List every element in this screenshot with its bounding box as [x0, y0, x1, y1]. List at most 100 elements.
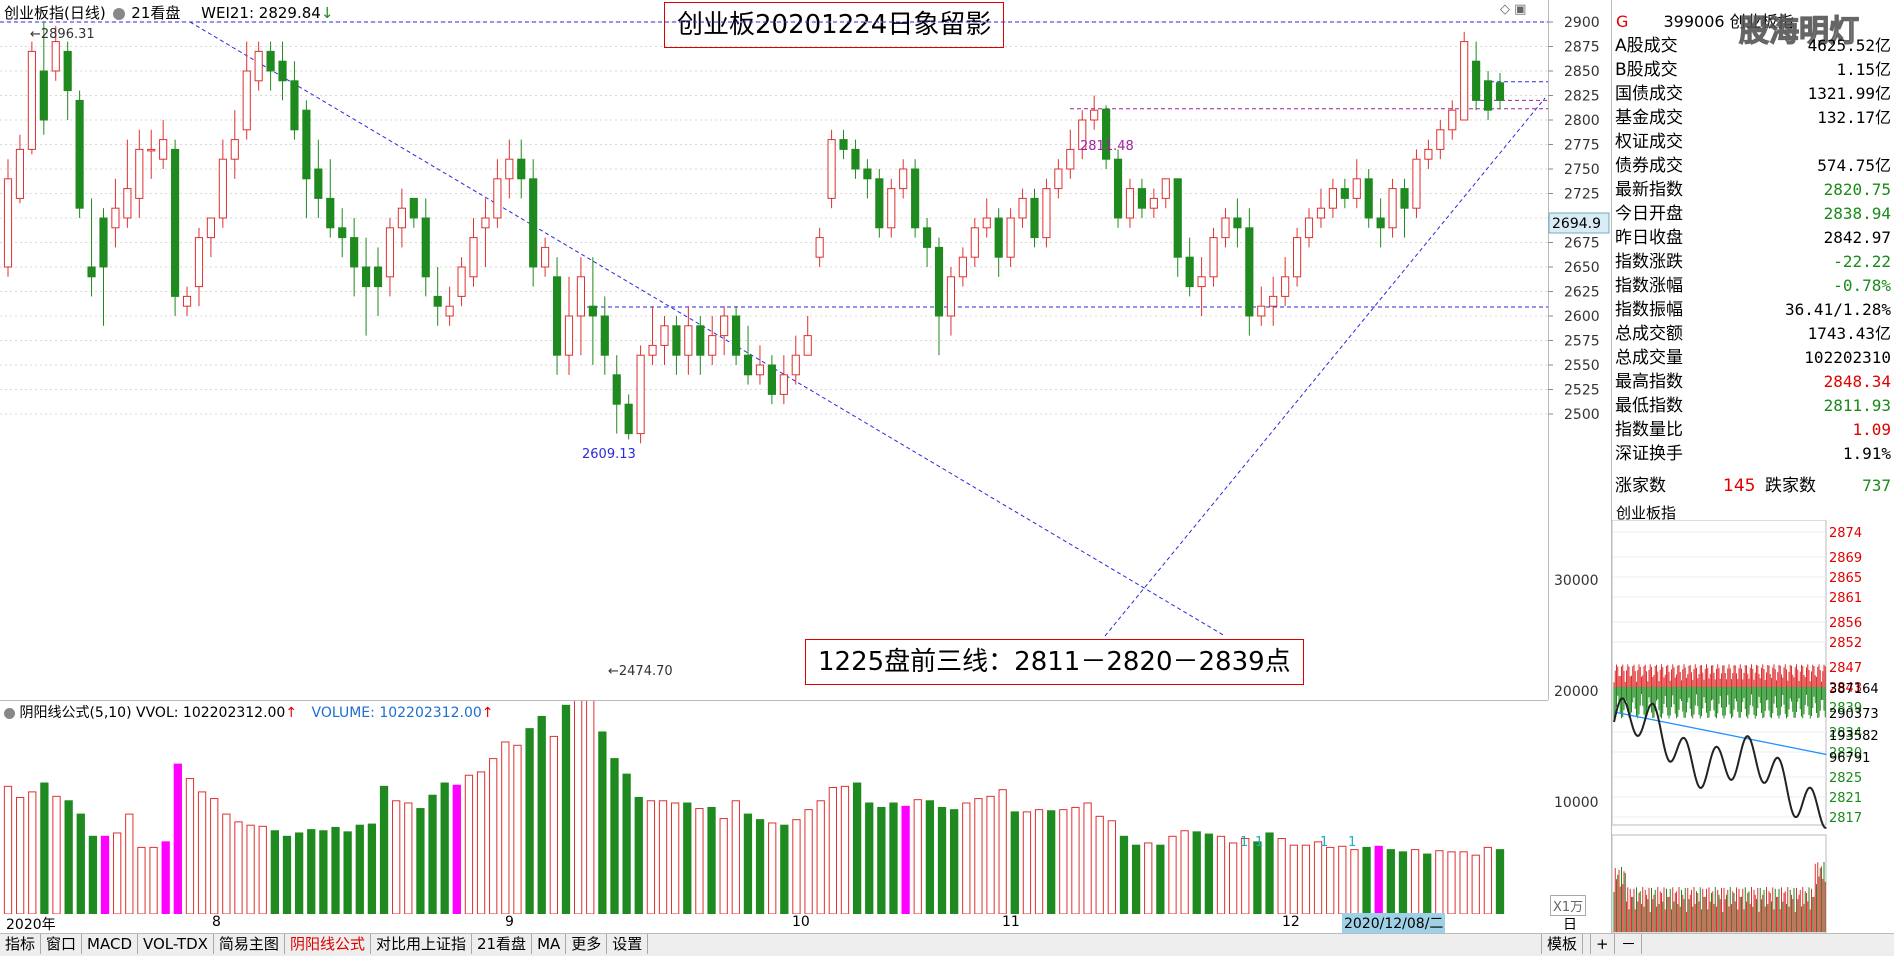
volume-bar — [258, 825, 267, 914]
candle-body — [63, 50, 72, 92]
candle-body — [1293, 237, 1302, 278]
quote-row: 最低指数 2811.93 — [1615, 394, 1891, 418]
template-button[interactable]: 模板 — [1541, 934, 1584, 954]
quote-value: -0.78% — [1833, 276, 1891, 295]
up-count-value: 145 — [1723, 476, 1756, 496]
add-button[interactable]: + — [1590, 934, 1615, 954]
candle-body — [111, 207, 120, 229]
tab-macd[interactable]: MACD — [82, 934, 138, 954]
candle-body — [1472, 60, 1481, 101]
mini-price-tick: 2865 — [1829, 571, 1862, 586]
remove-button[interactable]: － — [1616, 934, 1643, 954]
cycle-mark: 1 — [1240, 835, 1248, 850]
tab-vol-tdx[interactable]: VOL-TDX — [138, 934, 214, 954]
volume-bar — [210, 798, 219, 914]
volume-bar — [52, 795, 61, 914]
quote-label: 权证成交 — [1615, 132, 1683, 152]
volume-bar — [1277, 838, 1286, 914]
mini-price-tick: 2861 — [1829, 591, 1862, 606]
quote-label: 指数涨跌 — [1615, 252, 1683, 272]
window-controls: ◇ ▣ — [1500, 2, 1526, 17]
tab-window[interactable]: 窗口 — [41, 934, 83, 954]
mini-price-tick: 2834 — [1829, 726, 1862, 741]
volume-bar — [1168, 835, 1177, 914]
price-tick: 2725 — [1564, 187, 1600, 203]
date-label: 12 — [1282, 914, 1300, 930]
volume-bar — [331, 826, 340, 914]
candle-body — [624, 403, 633, 435]
volume-bar — [1350, 849, 1359, 914]
candle-body — [564, 315, 574, 356]
volume-bar — [1156, 844, 1165, 914]
quote-value: 4625.52亿 — [1807, 36, 1891, 55]
up-count-label: 涨家数 — [1615, 476, 1666, 496]
candle-body — [779, 374, 788, 395]
quote-label: 总成交额 — [1615, 324, 1683, 344]
volume-bar — [537, 715, 546, 914]
diamond-icon[interactable]: ◇ — [1500, 2, 1510, 17]
candle-body — [171, 148, 180, 297]
volume-bar — [1192, 831, 1201, 914]
candle-body — [922, 227, 932, 248]
volume-bar — [355, 824, 364, 914]
volume-panel[interactable]: 阴阳线公式(5,10) VVOL: 102202312.00↑ VOLUME: … — [0, 700, 1548, 914]
volume-bar — [731, 800, 740, 914]
window-icon[interactable]: ▣ — [1514, 2, 1527, 17]
candle-body — [588, 305, 597, 317]
tab-21-view[interactable]: 21看盘 — [472, 934, 533, 954]
quote-value: 2820.75 — [1823, 180, 1891, 199]
down-arrow-icon: ↓ — [320, 4, 334, 22]
tab-settings[interactable]: 设置 — [607, 934, 649, 954]
candle-body — [135, 148, 144, 199]
candle-body — [720, 315, 729, 337]
candle-body — [481, 217, 490, 229]
tab-more[interactable]: 更多 — [566, 934, 608, 954]
volume-bar — [1471, 854, 1480, 914]
candle-body — [887, 188, 896, 229]
tab-simple-main[interactable]: 简易主图 — [214, 934, 285, 954]
volume-bar — [901, 805, 910, 914]
note-box: 1225盘前三线：2811－2820－2839点 — [805, 639, 1304, 685]
tab-indicator[interactable]: 指标 — [0, 934, 42, 954]
candle-body — [206, 217, 215, 239]
gear-icon[interactable] — [4, 707, 15, 719]
quote-label: A股成交 — [1615, 36, 1678, 56]
gear-icon[interactable] — [112, 7, 125, 20]
volume-bar — [282, 835, 292, 914]
volume-bar — [1131, 844, 1141, 914]
volume-bar — [1483, 846, 1493, 914]
quote-row: 国债成交 1321.99亿 — [1615, 82, 1891, 106]
candle-body — [552, 276, 562, 356]
candle-body — [1161, 178, 1170, 199]
candle-body — [946, 276, 956, 317]
candle-body — [230, 139, 239, 160]
tab-ma[interactable]: MA — [532, 934, 567, 954]
volume-bar — [889, 802, 898, 914]
candle-body — [147, 148, 156, 152]
quote-label: 最低指数 — [1615, 396, 1683, 416]
volume-bar — [586, 701, 595, 914]
volume-bar — [428, 794, 437, 914]
tab-compare-sh[interactable]: 对比用上证指 — [371, 934, 472, 954]
volume-value: VOLUME: 102202312.00 — [311, 705, 482, 721]
volume-bar — [1447, 851, 1456, 914]
tab-yinyang-formula[interactable]: 阴阳线公式 — [285, 934, 371, 954]
candle-body — [39, 70, 48, 121]
candlestick-chart[interactable]: 创业板指(日线) 21看盘 WEI21: 2829.84↓ ◇ ▣ 创业板202… — [0, 0, 1549, 700]
candle-body — [493, 178, 502, 219]
quote-label: B股成交 — [1615, 60, 1678, 80]
cycle-mark: 1 — [1348, 835, 1356, 850]
quote-row: B股成交 1.15亿 — [1615, 58, 1891, 82]
volume-bar — [270, 830, 280, 914]
volume-bar — [877, 806, 886, 914]
volume-bar — [113, 832, 122, 914]
candle-body — [1388, 188, 1397, 229]
candle-body — [791, 354, 800, 376]
candle-body — [1436, 129, 1445, 150]
candle-body — [600, 315, 609, 356]
mini-volume-tick: 290373 — [1829, 707, 1879, 722]
volume-bar — [1107, 820, 1116, 914]
price-tick: 2800 — [1564, 113, 1600, 129]
volume-bar — [64, 800, 73, 914]
price-tick: 2525 — [1564, 383, 1600, 399]
